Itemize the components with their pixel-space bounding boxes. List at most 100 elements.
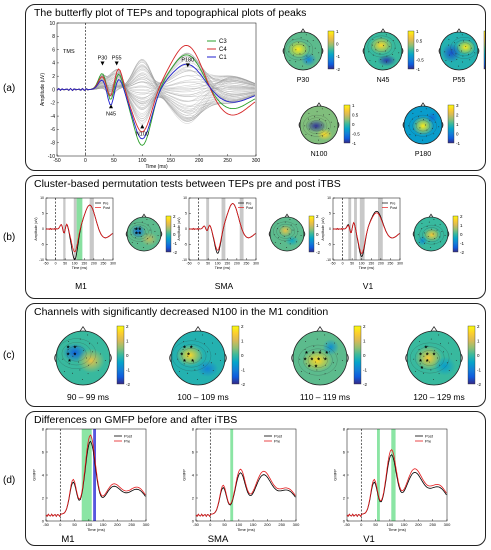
n100-topo-2-ear-right (346, 353, 349, 363)
map-label: 120 – 129 ms (413, 392, 465, 402)
n100-topo-2-electrode (341, 360, 343, 361)
n100-topo-2-star: * (304, 358, 307, 365)
tep-topo-2-electrode (417, 234, 419, 236)
topo-map-4-contour (409, 114, 437, 137)
butterfly-ytick-label: 10 (49, 21, 55, 27)
topo-map-2-electrode (448, 54, 450, 56)
topo-map-0-nose (300, 28, 306, 33)
n100-topo-3-electrode (419, 363, 421, 365)
gmfp-plot-0-xtick-label: 300 (143, 522, 150, 527)
topo-map-4-ear-right (441, 121, 444, 129)
gmfp-plot-2-ytick-label: 4 (343, 472, 346, 477)
gmfp-plot-1-xtick-label: 50 (222, 522, 227, 527)
gmfp-plot-0-xtick-label: 250 (128, 522, 135, 527)
topo-map-1-contour (374, 40, 389, 52)
n100-colorbar-2-tick: -2 (363, 382, 367, 387)
topo-map-2-electrode (444, 51, 446, 53)
butterfly-ytick-label: -10 (48, 154, 55, 160)
n100-colorbar-1-tick: -2 (241, 382, 245, 387)
tep-plot-1-ytick-label: -5 (184, 243, 187, 247)
tep-topo-1-electrode (296, 241, 298, 243)
tep-colorbar-2-tick: -2 (460, 250, 464, 255)
tep-topo-2-electrode (440, 241, 442, 243)
butterfly-xtick-label: -50 (53, 158, 60, 164)
topo-map-3-ear-right (337, 121, 340, 129)
n100-topo-1-star: * (180, 352, 183, 359)
tep-topo-1-electrode (277, 223, 279, 225)
tep-plot-2-ytick-label: 5 (329, 212, 331, 216)
n100-topo-1-electrode (207, 351, 209, 353)
butterfly-ytick-label: 0 (52, 87, 55, 93)
n100-topo-3-electrode (436, 357, 438, 359)
topo-colorbar-3 (343, 104, 351, 144)
n100-topo-1-ear-left (169, 353, 172, 363)
tep-topo-1-electrode (300, 235, 302, 237)
tep-topo-1 (270, 217, 304, 251)
gmfp-plot-0-ylabel: GMFP (32, 469, 37, 481)
n100-topo-1-contour (181, 348, 202, 364)
topo-map-0-electrode (292, 38, 294, 40)
n100-colorbar-2-tick: -1 (363, 367, 367, 372)
plot-label: SMA (215, 281, 234, 291)
tep-plot-2-xlabel: Time (ms) (359, 266, 375, 270)
n100-topo-2-electrode (315, 361, 317, 363)
tep-colorbar-1-tick: -2 (316, 250, 320, 255)
tep-topo-0-electrode (145, 233, 147, 235)
n100-colorbar-3 (467, 325, 476, 385)
topo-map-3-electrode (316, 111, 318, 113)
peak-arrow (109, 104, 114, 109)
gmfp-plot-2-xtick-label: 0 (360, 522, 363, 527)
gmfp-plot-2-ytick-label: 2 (343, 495, 346, 500)
topo-map-4-electrode (412, 128, 414, 130)
n100-topo-2-electrode (325, 364, 326, 366)
tep-trace-post (45, 204, 113, 253)
topo-map-1-electrode (372, 44, 373, 46)
tep-colorbar-0-tick: 0 (173, 232, 176, 237)
n100-topo-2-electrode (305, 340, 307, 342)
tep-topo-2-ear-right (447, 231, 450, 237)
n100-topo-2-electrode (324, 373, 326, 375)
tep-colorbar-0-tick: 1 (173, 223, 176, 228)
n100-colorbar-2 (353, 325, 362, 385)
topo-map-2-electrode (458, 65, 460, 67)
gmfp-plot-1-ytick-label: 2 (192, 495, 195, 500)
tep-topo-0 (127, 217, 161, 251)
legend-label: Pre (124, 439, 131, 444)
topo-map-4-electrode (434, 121, 436, 123)
topo-map-3-electrode (334, 126, 336, 128)
topo-map-1-outline (363, 31, 403, 71)
n100-topo-1-contour (171, 340, 212, 372)
n100-topo-3-star: * (433, 352, 436, 359)
n100-topo-2-electrode (332, 362, 334, 364)
topo-map-0-electrode (318, 52, 320, 54)
tep-topo-2-electrode (444, 235, 446, 237)
tep-plot-2-xtick-label: 50 (350, 262, 354, 266)
n100-topo-1-electrode (202, 373, 204, 375)
tep-plot-1-xtick-label: 250 (244, 262, 250, 266)
n100-topo-1-region (196, 360, 219, 377)
topo-map-2-electrode (460, 50, 462, 52)
topo-colorbar-2 (483, 30, 485, 70)
tep-topo-2-electrode (421, 223, 423, 225)
topo-colorbar-3-tick: -1 (352, 141, 356, 146)
gmfp-plot-1-ytick-label: 6 (192, 449, 195, 454)
tep-topo-2-electrode (433, 219, 435, 220)
topo-map-1-electrode (387, 40, 389, 42)
tep-topo-0-electrode (131, 242, 133, 243)
topo-map-4-electrode (422, 139, 424, 141)
tep-topo-1-ear-right (303, 231, 306, 237)
topo-colorbar-4-tick: -1 (456, 141, 460, 146)
peak-label: P30 (98, 56, 108, 62)
tep-topo-1-electrode (282, 226, 284, 228)
n100-topo-1-electrode (214, 353, 216, 355)
topo-colorbar-3-tick: -0.5 (352, 131, 360, 136)
n100-topo-0-outline (55, 330, 111, 386)
tep-topo-0-electrode (134, 223, 136, 225)
topo-map-3-electrode (319, 119, 320, 121)
gmfp-plot-0-ytick-label: 0 (42, 518, 45, 523)
gmfp-plot-2-xtick-label: -50 (344, 522, 351, 527)
topo-map-1-electrode (392, 40, 394, 41)
map-label: 110 – 119 ms (300, 392, 350, 402)
tep-topo-1-electrode (288, 233, 290, 235)
